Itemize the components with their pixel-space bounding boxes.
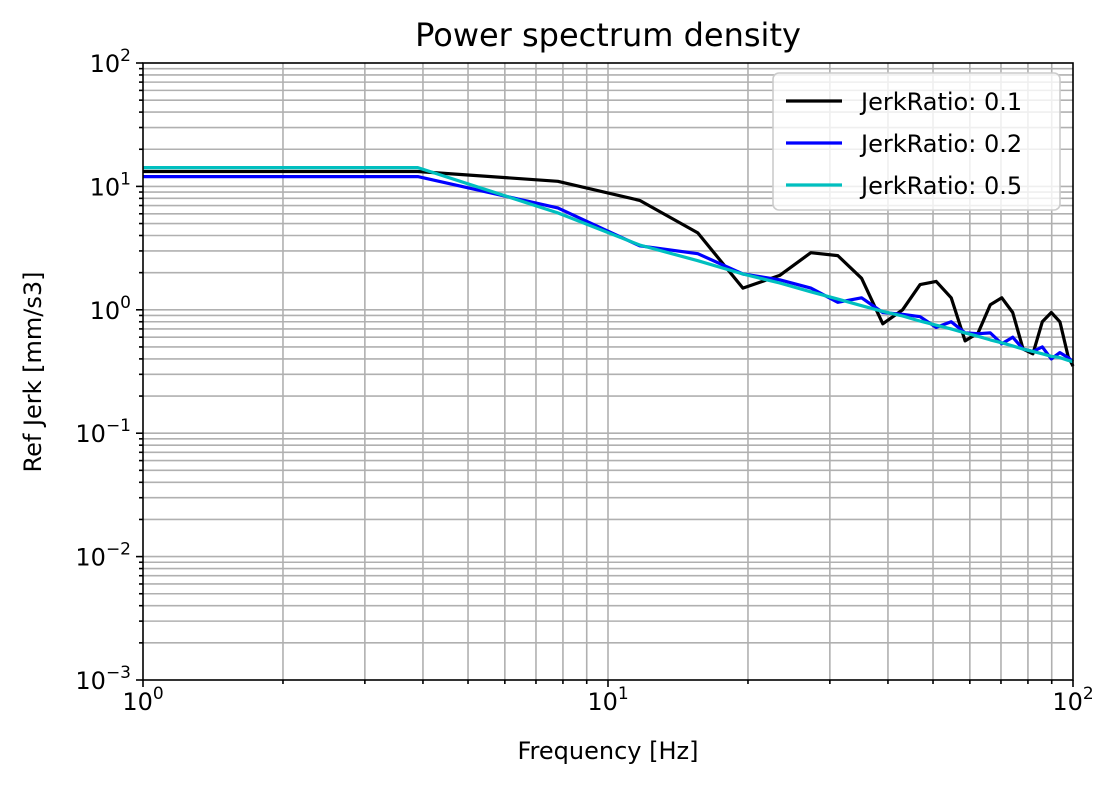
legend-entries: JerkRatio: 0.1 JerkRatio: 0.2 JerkRatio: 0… [786,88,1022,200]
x-tick-label-exponent: 2 [1083,684,1094,704]
legend: JerkRatio: 0.1 JerkRatio: 0.2 JerkRatio: 0… [772,72,1061,211]
legend-box [772,72,1061,211]
y-tick-label: 100 [90,293,131,325]
x-tick-label-base: 10 [1052,688,1083,716]
y-tick-label: 101 [90,169,131,201]
legend-label: JerkRatio: 0.1 [859,88,1022,116]
y-tick-label: 10−3 [75,663,131,695]
y-tick-label-base: 10 [75,420,106,448]
y-tick-label-base: 10 [75,544,106,572]
x-tick-label-exponent: 0 [153,684,164,704]
legend-label: JerkRatio: 0.2 [859,130,1022,158]
y-tick-label-exponent: 1 [120,169,131,189]
x-tick-label: 100 [122,684,163,716]
axis-ticks [136,62,1074,687]
series-lines [143,166,1075,367]
y-tick-label: 10−1 [75,416,131,448]
x-tick-label-base: 10 [122,688,153,716]
x-axis-label: Frequency [Hz] [518,737,699,765]
y-tick-label-base: 10 [75,667,106,695]
y-tick-label-exponent: −2 [106,540,131,560]
y-axis-label: Ref Jerk [mm/s3] [19,271,47,472]
chart-title: Power spectrum density [415,16,801,54]
series-line-2 [143,175,1075,363]
y-tick-label-exponent: −3 [106,663,131,683]
series-line-1 [143,169,1075,367]
x-tick-labels: 100 101 102 [122,684,1093,716]
series-line-3 [143,166,1074,364]
y-tick-label-exponent: −1 [106,416,131,436]
x-tick-label: 101 [587,684,628,716]
y-tick-label: 10−2 [75,540,131,572]
y-tick-label-base: 10 [90,50,121,78]
x-tick-label-exponent: 1 [618,684,629,704]
x-tick-label-base: 10 [587,688,618,716]
y-tick-label-exponent: 2 [120,46,131,66]
y-tick-label: 102 [90,46,131,78]
legend-label: JerkRatio: 0.5 [859,172,1022,200]
y-tick-label-base: 10 [90,173,121,201]
y-tick-label-exponent: 0 [120,293,131,313]
x-tick-label: 102 [1052,684,1093,716]
y-tick-label-base: 10 [90,297,121,325]
